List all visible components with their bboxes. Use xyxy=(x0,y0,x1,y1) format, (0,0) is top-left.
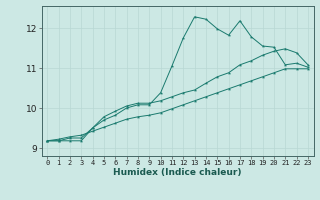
X-axis label: Humidex (Indice chaleur): Humidex (Indice chaleur) xyxy=(113,168,242,177)
